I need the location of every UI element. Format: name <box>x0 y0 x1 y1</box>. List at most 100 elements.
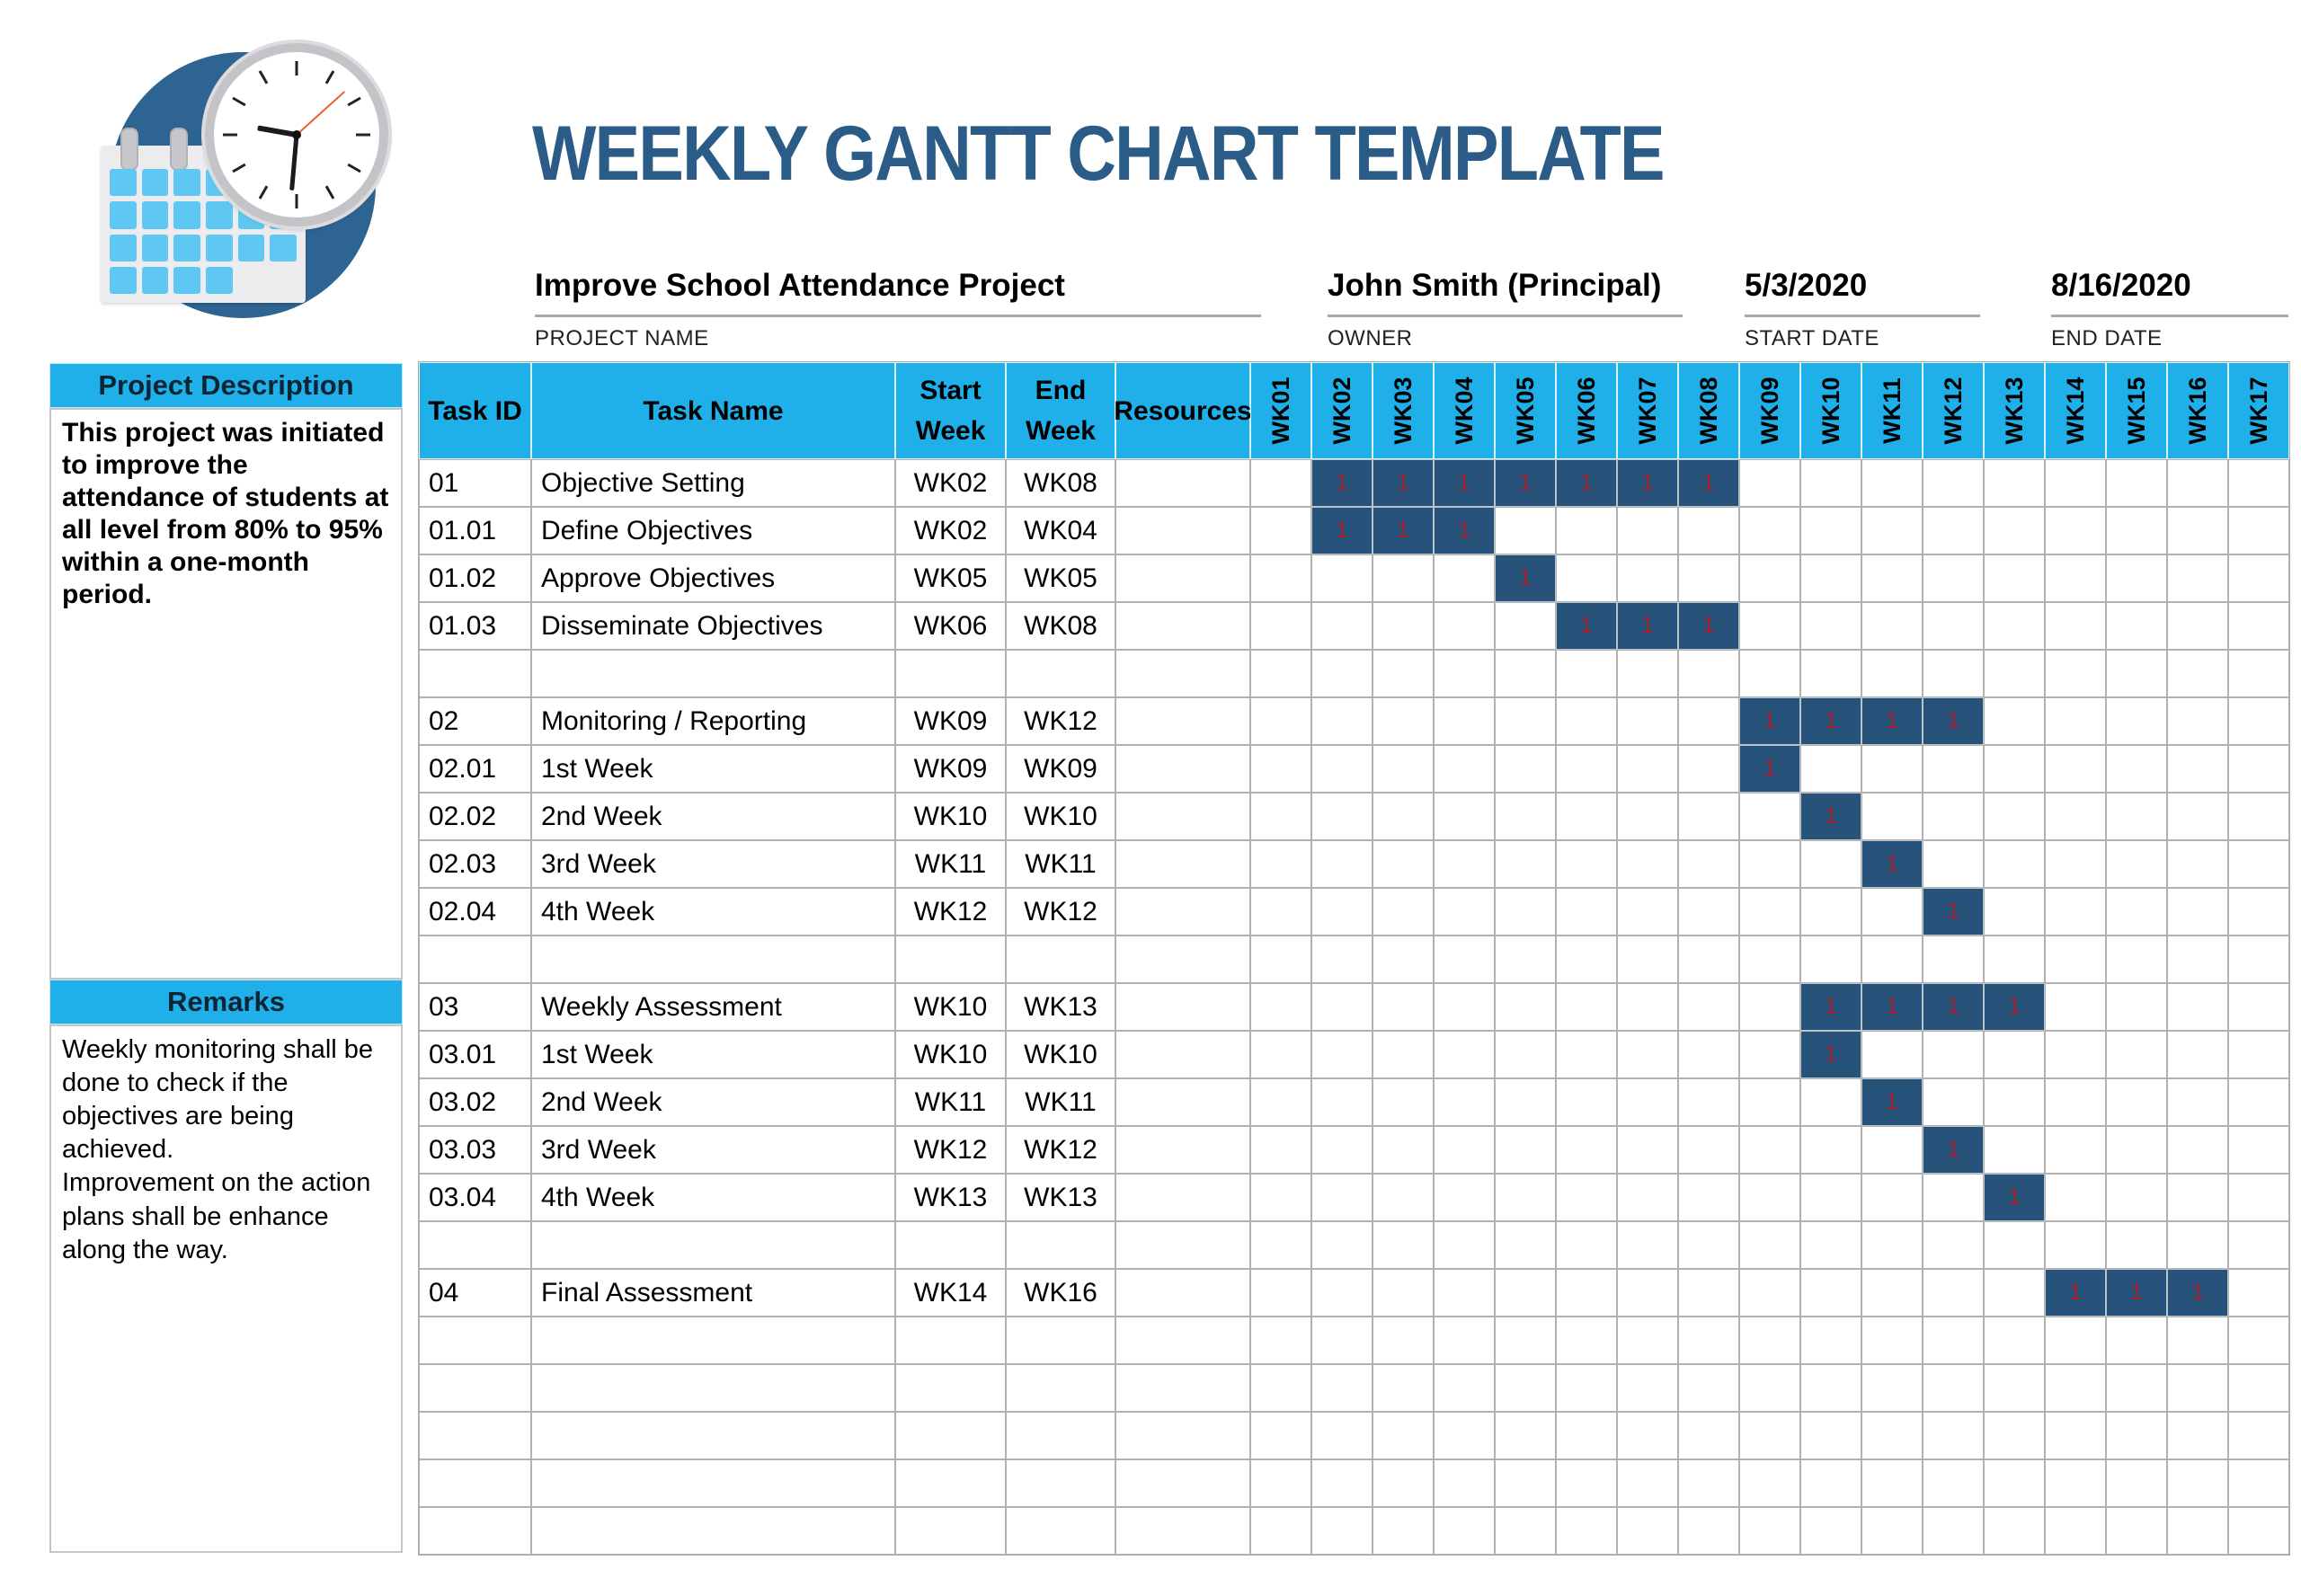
gantt-week-cell[interactable] <box>1800 840 1861 888</box>
task-id-cell[interactable]: 03 <box>419 983 531 1031</box>
gantt-week-cell[interactable] <box>1800 1126 1861 1174</box>
gantt-bar-cell[interactable]: 1 <box>1800 983 1861 1031</box>
gantt-week-cell[interactable] <box>1556 1221 1617 1269</box>
gantt-week-cell[interactable] <box>1250 935 1311 983</box>
gantt-week-cell[interactable] <box>2228 1507 2289 1555</box>
gantt-week-cell[interactable] <box>1739 1317 1800 1364</box>
gantt-week-cell[interactable] <box>2228 1412 2289 1459</box>
gantt-week-cell[interactable] <box>1678 1126 1739 1174</box>
gantt-bar-cell[interactable]: 1 <box>1800 697 1861 745</box>
gantt-bar-cell[interactable]: 1 <box>2106 1269 2167 1317</box>
gantt-week-cell[interactable] <box>2045 1174 2106 1221</box>
gantt-week-cell[interactable] <box>1556 554 1617 602</box>
gantt-week-cell[interactable] <box>1373 888 1434 935</box>
gantt-week-cell[interactable] <box>2106 1174 2167 1221</box>
gantt-week-cell[interactable] <box>1984 1078 2045 1126</box>
gantt-week-cell[interactable] <box>1800 554 1861 602</box>
gantt-week-cell[interactable] <box>2228 554 2289 602</box>
gantt-bar-cell[interactable]: 1 <box>1984 1174 2045 1221</box>
gantt-bar-cell[interactable]: 1 <box>1373 459 1434 507</box>
gantt-week-cell[interactable] <box>1617 554 1678 602</box>
gantt-week-cell[interactable] <box>2167 507 2228 554</box>
gantt-week-cell[interactable] <box>1861 554 1923 602</box>
gantt-bar-cell[interactable]: 1 <box>1495 459 1556 507</box>
end-week-cell[interactable]: WK05 <box>1006 554 1115 602</box>
gantt-week-cell[interactable] <box>1250 983 1311 1031</box>
task-id-cell[interactable]: 03.01 <box>419 1031 531 1078</box>
gantt-week-cell[interactable] <box>1861 1031 1923 1078</box>
gantt-week-cell[interactable] <box>1495 697 1556 745</box>
gantt-week-cell[interactable] <box>2106 459 2167 507</box>
owner-field[interactable]: John Smith (Principal) OWNER <box>1328 268 1683 351</box>
gantt-week-cell[interactable] <box>1617 650 1678 697</box>
gantt-week-cell[interactable] <box>1739 1364 1800 1412</box>
gantt-week-cell[interactable] <box>1739 1269 1800 1317</box>
end-week-cell[interactable]: WK08 <box>1006 602 1115 650</box>
gantt-week-cell[interactable] <box>1800 507 1861 554</box>
gantt-week-cell[interactable] <box>1556 793 1617 840</box>
gantt-week-cell[interactable] <box>2106 1126 2167 1174</box>
gantt-week-cell[interactable] <box>2045 1459 2106 1507</box>
gantt-bar-cell[interactable]: 1 <box>2167 1269 2228 1317</box>
gantt-week-cell[interactable] <box>1495 1078 1556 1126</box>
gantt-week-cell[interactable] <box>2045 1364 2106 1412</box>
gantt-week-cell[interactable] <box>1311 745 1373 793</box>
gantt-bar-cell[interactable]: 1 <box>1739 745 1800 793</box>
gantt-week-cell[interactable] <box>1373 1269 1434 1317</box>
task-name-cell[interactable] <box>531 1459 895 1507</box>
gantt-week-cell[interactable] <box>1250 1031 1311 1078</box>
project-name-value[interactable]: Improve School Attendance Project <box>535 268 1261 317</box>
gantt-week-cell[interactable] <box>1678 1174 1739 1221</box>
gantt-week-cell[interactable] <box>1678 1031 1739 1078</box>
gantt-week-cell[interactable] <box>1556 745 1617 793</box>
gantt-week-cell[interactable] <box>2045 1507 2106 1555</box>
gantt-week-cell[interactable] <box>1739 507 1800 554</box>
gantt-week-cell[interactable] <box>1984 745 2045 793</box>
gantt-week-cell[interactable] <box>1923 459 1984 507</box>
gantt-week-cell[interactable] <box>1861 602 1923 650</box>
gantt-week-cell[interactable] <box>2167 888 2228 935</box>
gantt-week-cell[interactable] <box>2167 1507 2228 1555</box>
task-name-cell[interactable] <box>531 1507 895 1555</box>
gantt-week-cell[interactable] <box>1617 1221 1678 1269</box>
gantt-week-cell[interactable] <box>1250 1459 1311 1507</box>
gantt-week-cell[interactable] <box>1984 1221 2045 1269</box>
task-name-cell[interactable]: Objective Setting <box>531 459 895 507</box>
gantt-week-cell[interactable] <box>1678 1507 1739 1555</box>
gantt-week-cell[interactable] <box>1495 935 1556 983</box>
end-week-cell[interactable]: WK11 <box>1006 840 1115 888</box>
gantt-week-cell[interactable] <box>2106 507 2167 554</box>
gantt-week-cell[interactable] <box>1923 1174 1984 1221</box>
gantt-week-cell[interactable] <box>1617 1174 1678 1221</box>
gantt-week-cell[interactable] <box>1678 1078 1739 1126</box>
gantt-week-cell[interactable] <box>2045 983 2106 1031</box>
gantt-week-cell[interactable] <box>2106 650 2167 697</box>
gantt-week-cell[interactable] <box>1678 983 1739 1031</box>
gantt-week-cell[interactable] <box>1311 554 1373 602</box>
gantt-week-cell[interactable] <box>1861 745 1923 793</box>
gantt-week-cell[interactable] <box>2228 1364 2289 1412</box>
task-id-cell[interactable] <box>419 1364 531 1412</box>
gantt-week-cell[interactable] <box>1678 793 1739 840</box>
gantt-week-cell[interactable] <box>2228 1269 2289 1317</box>
resources-cell[interactable] <box>1115 1459 1250 1507</box>
gantt-week-cell[interactable] <box>1678 1221 1739 1269</box>
gantt-week-cell[interactable] <box>1617 1126 1678 1174</box>
gantt-week-cell[interactable] <box>1434 935 1495 983</box>
gantt-week-cell[interactable] <box>1739 1078 1800 1126</box>
gantt-week-cell[interactable] <box>2167 935 2228 983</box>
gantt-week-cell[interactable] <box>1250 602 1311 650</box>
task-id-cell[interactable]: 03.04 <box>419 1174 531 1221</box>
gantt-week-cell[interactable] <box>1250 840 1311 888</box>
gantt-bar-cell[interactable]: 1 <box>1434 459 1495 507</box>
gantt-week-cell[interactable] <box>1984 1126 2045 1174</box>
resources-cell[interactable] <box>1115 1364 1250 1412</box>
start-week-cell[interactable] <box>895 935 1006 983</box>
gantt-week-cell[interactable] <box>1678 745 1739 793</box>
gantt-week-cell[interactable] <box>1923 1031 1984 1078</box>
start-week-cell[interactable]: WK06 <box>895 602 1006 650</box>
gantt-week-cell[interactable] <box>1311 1269 1373 1317</box>
gantt-week-cell[interactable] <box>1311 1364 1373 1412</box>
gantt-week-cell[interactable] <box>1800 1078 1861 1126</box>
gantt-week-cell[interactable] <box>1311 697 1373 745</box>
